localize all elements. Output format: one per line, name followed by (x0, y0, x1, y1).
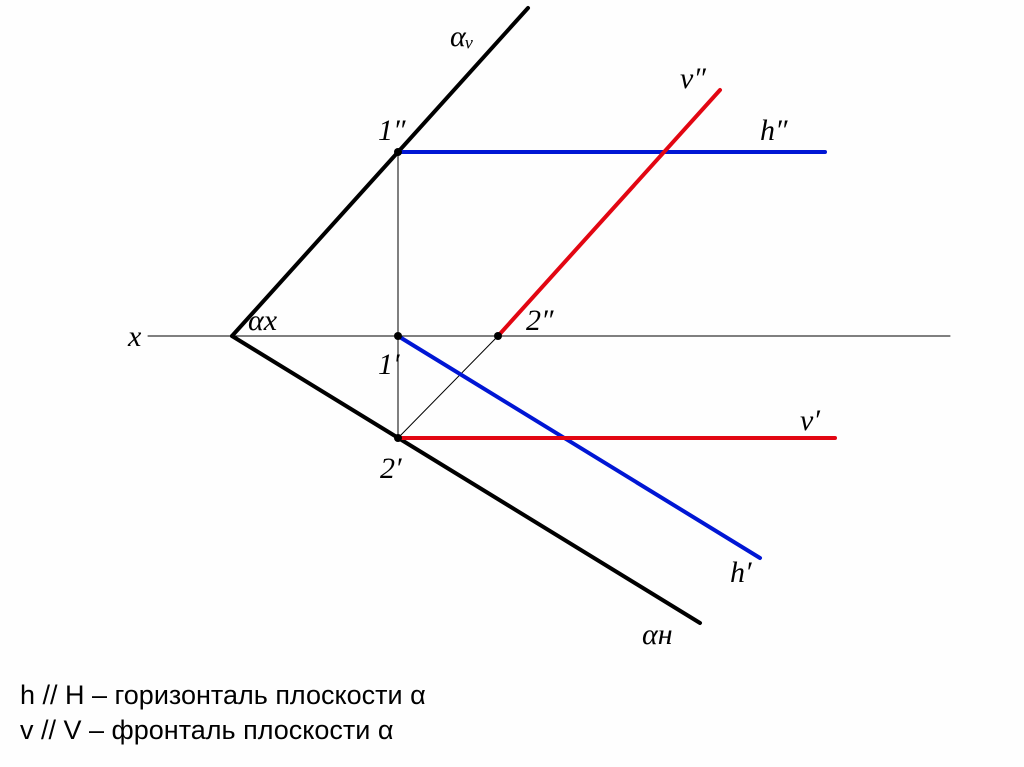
trace-alpha-v (232, 8, 528, 336)
diagram-label: v″ (680, 62, 706, 95)
diagram-label: 2″ (526, 304, 554, 337)
line-h-p (398, 336, 760, 558)
diagram-svg: x αᵥ αн αx 1″ 1′ 2″ 2′ h″ h′ v″ v′ (0, 0, 1024, 767)
diagram-label: 1′ (378, 348, 400, 381)
diagram-label: 1″ (378, 114, 406, 147)
caption-line-2: v // V – фронталь плоскости α (20, 715, 393, 746)
diagram-label: αᵥ (450, 20, 474, 53)
diagram-label: x (127, 320, 142, 353)
line-v-pp (498, 90, 720, 336)
point-marker (394, 332, 402, 340)
caption-line-1: h // H – горизонталь плоскости α (20, 680, 426, 711)
diagram-label: αн (642, 618, 673, 651)
diagram-label: 2′ (380, 452, 402, 485)
point-marker (494, 332, 502, 340)
point-marker (394, 148, 402, 156)
diagram-label: h′ (730, 556, 752, 589)
points-group (394, 148, 502, 442)
diagram-label: αx (248, 304, 278, 337)
diagram-label: h″ (760, 114, 788, 147)
projection-links (398, 152, 498, 438)
diagram-label: v′ (800, 404, 820, 437)
point-marker (394, 434, 402, 442)
